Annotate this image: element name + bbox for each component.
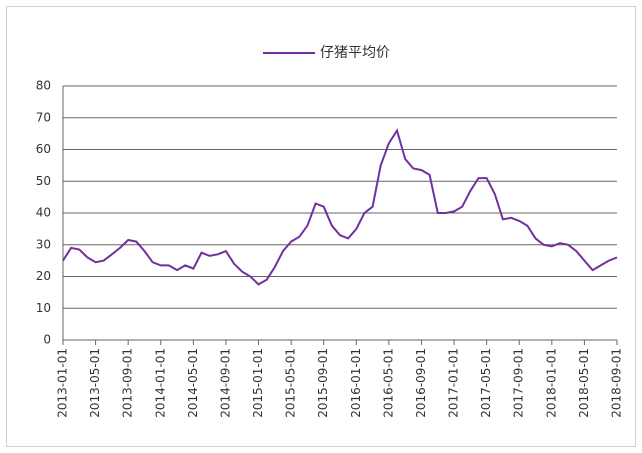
y-tick-label: 40 [36,206,51,220]
x-tick-label: 2017-09-01 [512,348,526,418]
y-tick-label: 20 [36,269,51,283]
x-tick-label: 2013-01-01 [56,348,70,418]
x-tick-label: 2018-01-01 [544,348,558,418]
x-tick-label: 2015-05-01 [284,348,298,418]
y-tick-label: 60 [36,142,51,156]
x-tick-label: 2014-09-01 [218,348,232,418]
y-tick-label: 70 [36,110,51,124]
x-tick-label: 2016-05-01 [381,348,395,418]
y-tick-label: 0 [43,333,51,347]
x-tick-label: 2014-05-01 [186,348,200,418]
x-tick-label: 2018-05-01 [577,348,591,418]
x-tick-label: 2015-09-01 [316,348,330,418]
x-tick-label: 2018-09-01 [610,348,624,418]
x-tick-label: 2016-09-01 [414,348,428,418]
y-tick-label: 30 [36,237,51,251]
legend-label: 仔猪平均价 [320,45,390,61]
line [62,128,618,286]
x-tick-label: 2017-01-01 [447,348,461,418]
x-tick-label: 2015-01-01 [251,348,265,418]
y-tick-label: 80 [36,79,51,93]
chart-frame [6,6,636,447]
x-tick-label: 2013-05-01 [88,348,102,418]
y-tick-label: 50 [36,174,51,188]
x-tick-label: 2016-01-01 [349,348,363,418]
x-tick-label: 2017-05-01 [479,348,493,418]
x-tick-label: 2013-09-01 [121,348,135,418]
x-tick-label: 2014-01-01 [153,348,167,418]
y-tick-label: 10 [36,301,51,315]
